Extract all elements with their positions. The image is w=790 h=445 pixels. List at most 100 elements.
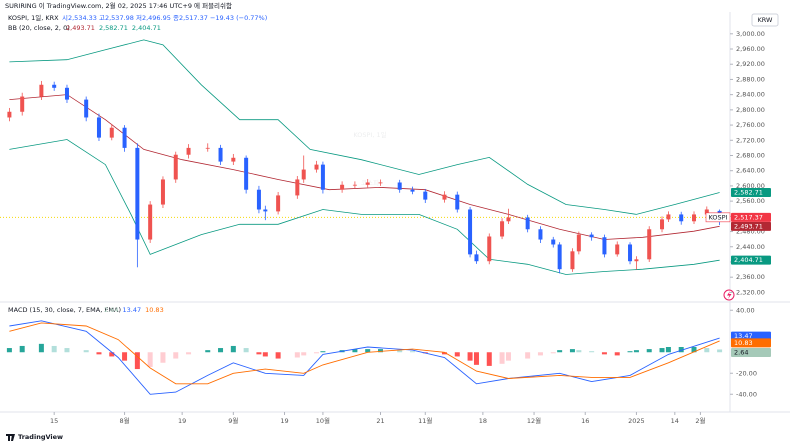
x-tick-label: 12월 [527,416,541,425]
indicator-value: 2,493.71 [66,24,95,32]
x-tick-label: 11월 [418,416,432,425]
candle-body [218,147,223,162]
candle-body [135,147,140,240]
x-tick-label: 15 [50,417,58,425]
y-tick-label: 2,880.00 [736,75,765,83]
histogram-bar [51,345,57,353]
histogram-bar [704,348,710,353]
candle-body [589,234,594,238]
candle-body [410,189,415,192]
y-tick-label: 2,840.00 [736,91,765,99]
histogram-bar [505,352,511,361]
band-price-label-box [731,187,771,197]
candle-body [474,254,479,262]
candle-body [666,214,671,220]
candle-body [148,204,153,240]
currency-box [751,13,779,27]
histogram-bar [601,352,607,355]
histogram-bar [96,352,102,355]
macd-legend: MACD (15, 30, close, 7, EMA, EMA) [8,306,121,314]
histogram-bar [557,350,563,353]
candle-body [679,214,684,222]
histogram-bar [19,345,25,353]
candle-body [340,184,345,190]
candle-body [160,179,165,205]
watermark: KOSPI, 1일 [353,130,386,139]
histogram-bar [294,352,300,358]
band-price-label: 2,404.71 [734,256,763,264]
candle-body [64,87,69,100]
indicator-values: 2,493.71 2,582.71 2,404.71 [66,24,161,32]
ohlc-legend: 시2,534.33 고2,537.98 저2,496.95 종2,517.37 … [62,13,267,22]
candle-body [423,191,428,200]
candle-body [634,259,639,262]
histogram-bar [109,352,115,357]
histogram-bar [397,350,403,353]
x-tick-label: 8월 [120,416,130,425]
candle-body [525,217,530,230]
histogram-bar [454,352,460,357]
histogram-bar [262,352,268,357]
macd-axis-label-box [731,338,771,348]
y-tick-label: 40.00 [736,306,755,314]
histogram-bar [691,347,697,353]
indicator-value: 2,582.71 [99,24,128,32]
y-tick-label: 2,920.00 [736,60,765,68]
x-tick-label: 19 [280,417,288,425]
symbol-legend: KOSPI, 1일, KRX [8,13,59,22]
histogram-bar [569,349,575,353]
histogram-bar [64,348,70,353]
histogram-bar [122,352,128,361]
candle-body [20,96,25,112]
histogram-bar [665,347,671,353]
histogram-bar [678,347,684,353]
macd-line [9,320,720,395]
watermark-sub: 코스피 [361,178,379,187]
histogram-bar [218,348,224,353]
macd-axis-label-box [731,331,771,341]
y-tick-label: 2,600.00 [736,182,765,190]
macd-values: 2.64 13.47 10.83 [104,306,164,314]
histogram-bar [160,352,166,363]
macd-value: 10.83 [145,306,164,314]
histogram-bar [243,348,249,353]
histogram-bar [147,352,153,367]
candle-body [628,244,633,262]
candle-body [314,164,319,170]
x-tick-label: 10월 [316,416,330,425]
candle-body [244,157,249,190]
y-tick-label: 2,760.00 [736,121,765,129]
histogram-bar [352,349,358,353]
y-tick-label: 2,960.00 [736,45,765,53]
histogram-bar [525,352,531,359]
candle-body [500,221,505,237]
histogram-bar [377,349,383,353]
candle-body [704,209,709,215]
last-price-label-box [731,212,771,222]
macd-axis-label: 13.47 [734,332,753,340]
histogram-bar [646,349,652,353]
histogram-bar [205,350,211,353]
event-bolt [727,291,732,299]
candle-body [96,117,101,138]
histogram-bar [186,352,192,355]
candle-body [576,234,581,252]
histogram-bar [627,351,633,353]
candle-body [647,229,652,260]
histogram-bar [499,352,505,364]
histogram-bar [589,351,595,353]
hist-axis-label: 2.64 [734,348,748,356]
band-price-label-box [731,255,771,265]
histogram-bar [550,352,556,354]
x-tick-label: 21 [376,417,384,425]
histogram-bar [467,352,473,361]
symbol-tag-box [705,212,731,223]
candle-body [365,182,370,185]
bollinger-line [9,39,720,215]
candle-body [538,229,543,240]
tv-logo [6,434,15,441]
macd-value: 2.64 [104,306,118,314]
published-note: SURIRING 이 TradingView.com, 2월 02, 2025 … [5,1,232,10]
